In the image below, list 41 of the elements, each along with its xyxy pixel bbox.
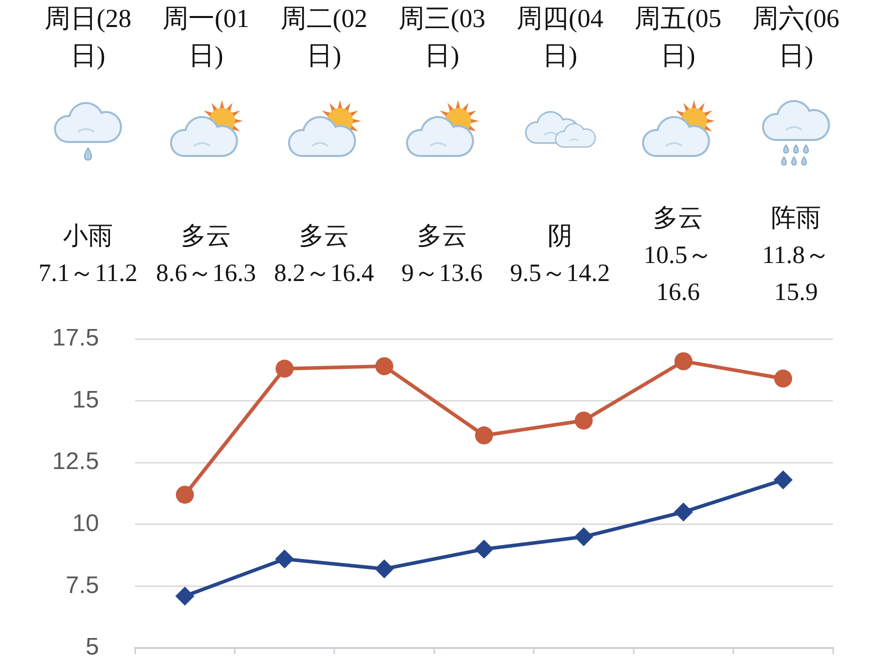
text: 多云 [417,222,467,252]
text: 9～13.6 [401,259,483,289]
text: 多云 [653,204,703,234]
y-tick-label: 7.5 [66,572,99,599]
point [175,586,194,606]
point [574,527,594,546]
text: 周日(28日) [44,3,132,72]
text: 周二(02日) [280,3,368,72]
point [674,502,693,522]
text: 10.5～16.6 [642,240,714,308]
text: 多云 [181,222,231,252]
text: 多云 [299,222,349,252]
point [276,360,294,378]
point [474,540,494,559]
point [774,470,793,490]
point [275,550,294,569]
text: 7.1～11.2 [38,259,138,289]
text: 阴 [548,222,572,252]
point [475,426,493,444]
text: 9.5～14.2 [510,259,610,289]
y-tick-label: 5 [86,634,99,661]
y-tick-label: 10 [72,510,99,538]
y-tick-label: 17.5 [52,324,99,352]
y-tick-label: 15 [72,386,99,414]
point [774,370,792,388]
text: 周一(01日) [162,3,250,72]
point [375,357,394,376]
point [176,486,194,504]
text: 8.6～16.3 [156,259,256,289]
y-tick-label: 12.5 [52,448,99,476]
point [374,559,394,578]
text: 周六(06日) [752,3,840,72]
point [574,412,593,430]
text: 周五(05日) [634,3,722,72]
text: 小雨 [63,222,113,252]
point [674,352,692,370]
text: 阵雨 [771,204,821,234]
text: 周四(04日) [516,3,604,72]
text: 周三(03日) [398,3,486,72]
text: 11.8～15.9 [761,240,831,308]
text: 8.2～16.4 [274,259,374,289]
